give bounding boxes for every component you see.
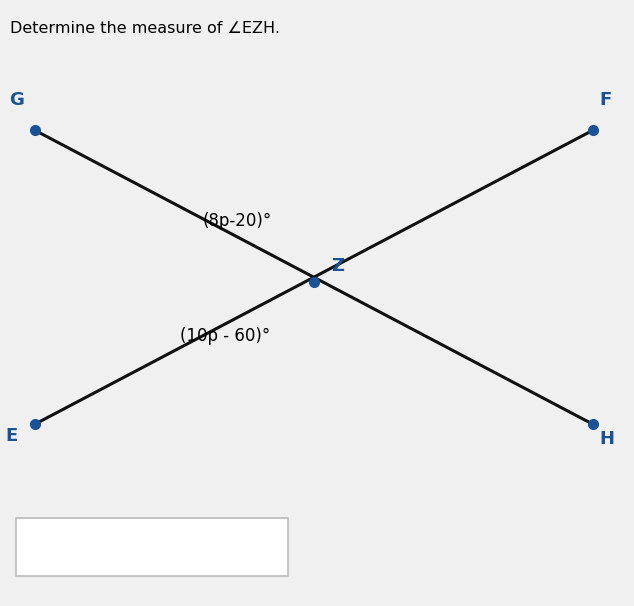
Text: G: G [10, 91, 24, 109]
Text: (10p - 60)°: (10p - 60)° [180, 327, 270, 345]
Text: Z: Z [331, 256, 344, 275]
Text: Determine the measure of ∠EZH.: Determine the measure of ∠EZH. [10, 21, 280, 36]
FancyBboxPatch shape [16, 518, 288, 576]
Text: H: H [599, 430, 614, 448]
Text: F: F [599, 91, 611, 109]
Text: E: E [6, 427, 18, 445]
Text: (8p-20)°: (8p-20)° [203, 212, 273, 230]
